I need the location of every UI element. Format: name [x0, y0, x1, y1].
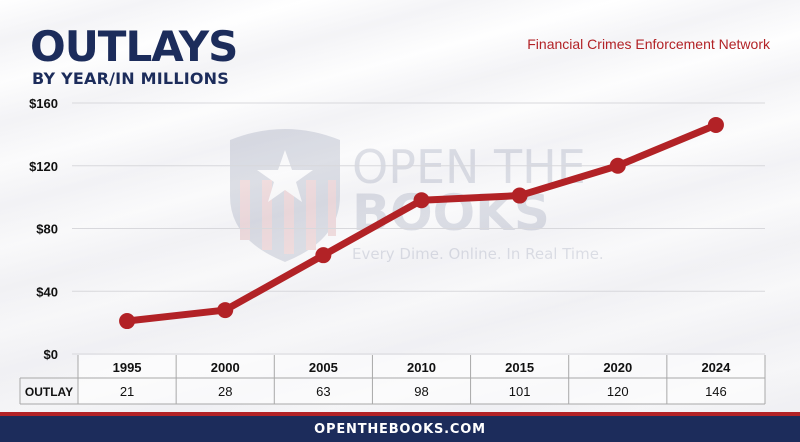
- x-category-label: 2000: [211, 360, 240, 375]
- data-table: OUTLAY 1995 21 2000 28 2005 63 2010 98 2015 101 202…: [19, 355, 766, 405]
- series-points: [119, 116, 724, 330]
- table-value-cell: 21: [120, 384, 134, 399]
- y-tick-label: $160: [29, 96, 58, 111]
- x-category-label: 1995: [113, 360, 142, 375]
- y-tick-label: $80: [36, 222, 58, 237]
- table-value-cell: 101: [509, 384, 531, 399]
- page-subtitle: BY YEAR/IN MILLIONS: [32, 69, 229, 88]
- x-category-label: 2005: [309, 360, 338, 375]
- y-tick-label: $0: [44, 347, 58, 362]
- data-point: [119, 313, 136, 330]
- data-point: [511, 187, 528, 204]
- data-point: [609, 157, 626, 174]
- page-title: OUTLAYS: [30, 22, 238, 71]
- agency-name: Financial Crimes Enforcement Network: [527, 36, 770, 52]
- x-category-label: 2024: [701, 360, 731, 375]
- data-point: [707, 116, 724, 133]
- footer-link[interactable]: OPENTHEBOOKS.COM: [314, 421, 486, 437]
- table-value-cell: 63: [316, 384, 330, 399]
- x-category-label: 2015: [505, 360, 534, 375]
- data-point: [413, 192, 430, 209]
- data-point: [217, 302, 234, 319]
- table-row-label: OUTLAY: [25, 385, 73, 399]
- x-category-label: 2010: [407, 360, 436, 375]
- y-tick-labels: $0 $40 $80 $120 $160: [29, 96, 58, 362]
- data-point: [315, 247, 332, 264]
- table-value-cell: 98: [414, 384, 428, 399]
- y-tick-label: $40: [36, 284, 58, 299]
- y-tick-label: $120: [29, 159, 58, 174]
- shield-stars-stripes-icon: [230, 129, 340, 262]
- footer-accent-bar: [0, 412, 800, 416]
- table-background: [78, 355, 765, 404]
- table-value-cell: 120: [607, 384, 629, 399]
- table-value-cell: 146: [705, 384, 727, 399]
- table-value-cell: 28: [218, 384, 232, 399]
- y-gridlines: [72, 102, 765, 355]
- footer-bar: OPENTHEBOOKS.COM: [0, 416, 800, 442]
- x-category-label: 2020: [603, 360, 632, 375]
- watermark-tagline: Every Dime. Online. In Real Time.: [352, 245, 604, 263]
